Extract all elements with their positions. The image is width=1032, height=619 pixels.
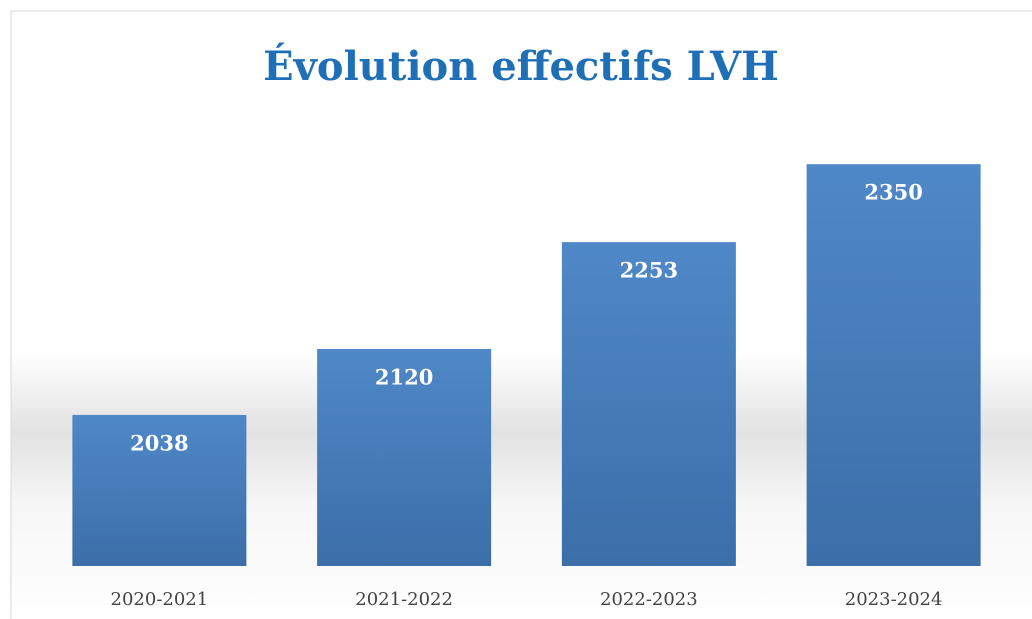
chart-title: Évolution effectifs LVH	[263, 43, 779, 90]
x-tick-label: 2023-2024	[845, 589, 943, 610]
value-label: 2120	[375, 365, 433, 390]
x-tick-label: 2021-2022	[355, 589, 453, 610]
x-tick-label: 2022-2023	[600, 589, 698, 610]
bar	[561, 242, 736, 566]
value-label: 2038	[130, 430, 188, 455]
x-tick-label: 2020-2021	[111, 589, 209, 610]
value-label: 2253	[620, 258, 678, 283]
bar	[72, 414, 247, 566]
bar	[806, 164, 981, 566]
bar	[317, 349, 492, 566]
value-label: 2350	[864, 180, 922, 205]
